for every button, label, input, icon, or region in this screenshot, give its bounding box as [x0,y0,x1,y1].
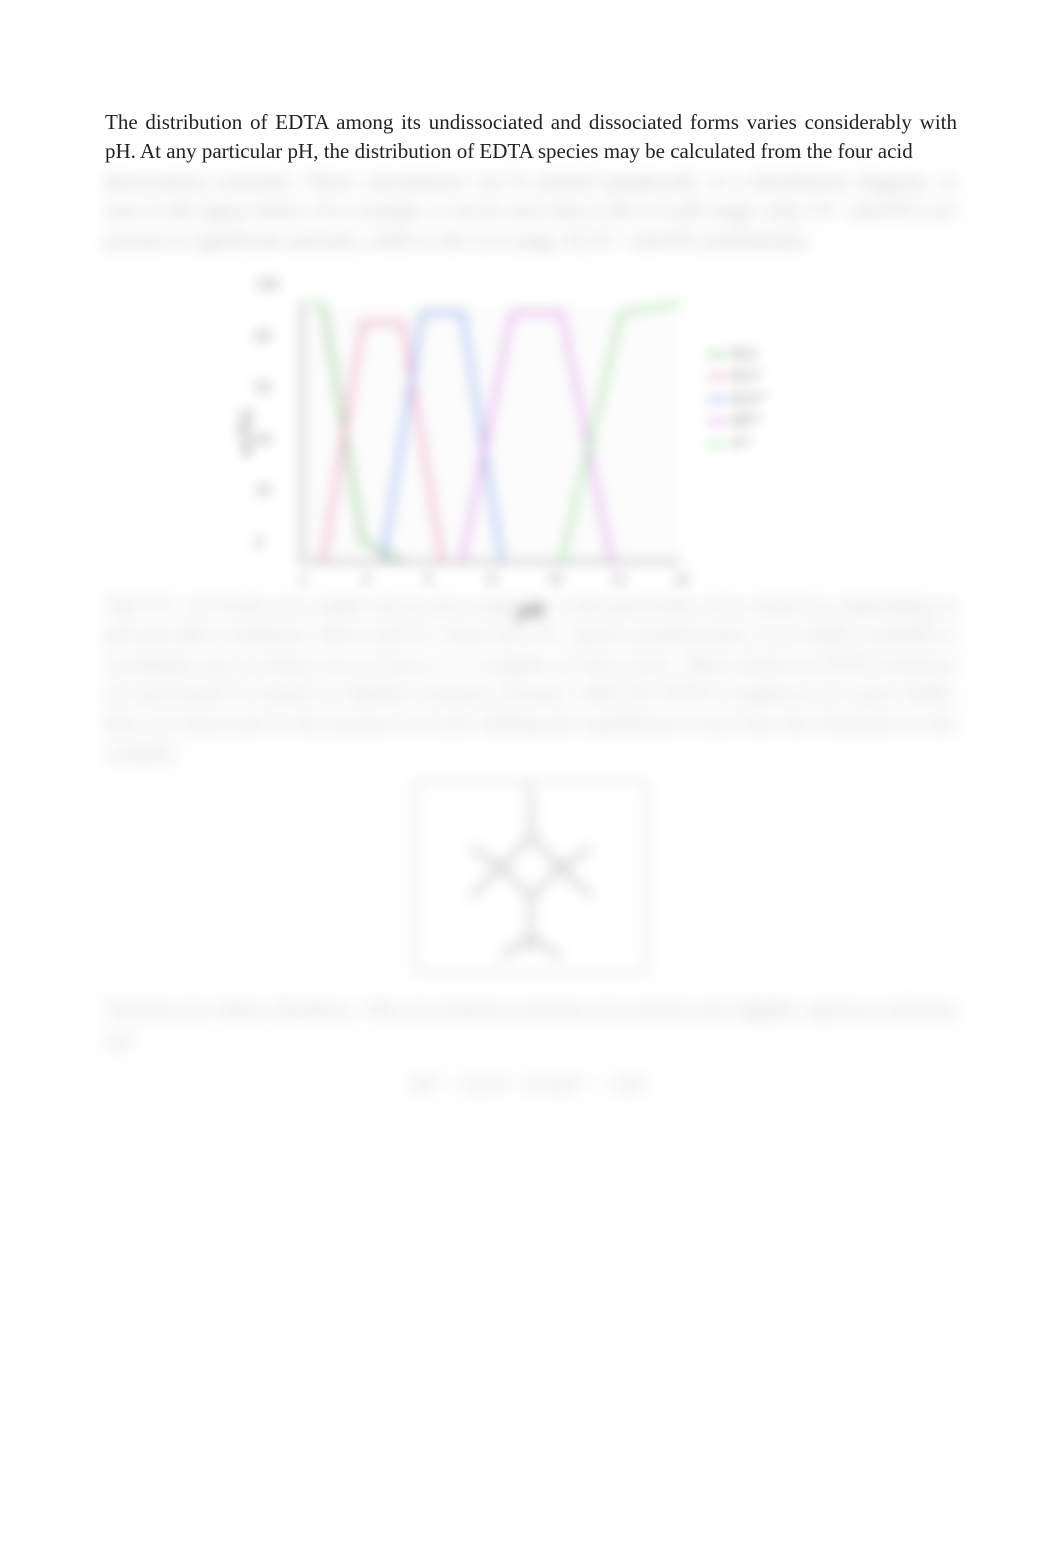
svg-text:N: N [525,782,534,796]
ytick: 100 [255,276,279,294]
chart-plot-area: 0 20 40 60 80 100 2 4 6 8 10 12 14 [301,303,681,563]
series-y4 [562,303,681,561]
legend-item: H₂Y²⁻ [708,388,771,411]
ytick: 60 [255,379,271,397]
legend-swatch [708,443,726,446]
chart-ylabel: α (%) [235,411,256,456]
ytick: 20 [255,482,271,500]
series-hy3 [462,313,611,561]
legend-label: H₃Y⁻ [732,365,767,388]
xtick: 10 [547,571,563,589]
chart-legend: H₄Y H₃Y⁻ H₂Y²⁻ HY³⁻ Y⁴⁻ [708,343,771,456]
xtick: 2 [299,571,307,589]
legend-label: HY³⁻ [732,410,766,433]
legend-item: HY³⁻ [708,410,771,433]
legend-label: Y⁴⁻ [732,433,756,456]
legend-swatch [708,420,726,423]
ytick: 80 [255,328,271,346]
series-h2y2 [383,313,502,561]
legend-item: H₃Y⁻ [708,365,771,388]
svg-text:N: N [525,940,534,954]
series-h4y [303,303,402,561]
legend-label: H₄Y [732,343,759,366]
paragraph-2-blurred: The Y4− ion forms very stable one-to-one… [105,591,957,767]
xtick: 8 [488,571,496,589]
legend-swatch [708,398,726,401]
series-h3y [323,323,442,561]
paragraph-3-blurred: Titration for Water Hardness. The net ti… [105,995,957,1054]
legend-item: H₄Y [708,343,771,366]
ytick: 40 [255,431,271,449]
distribution-chart: α (%) 0 20 40 60 80 100 2 4 6 8 10 12 14 [301,303,761,563]
xtick: 4 [362,571,370,589]
legend-item: Y⁴⁻ [708,433,771,456]
xtick: 14 [673,571,689,589]
molecule-structure: N N [411,777,651,977]
legend-swatch [708,375,726,378]
legend-swatch [708,353,726,356]
ytick: 0 [255,534,263,552]
paragraph-1-clear: The distribution of EDTA among its undis… [105,108,957,167]
equation: M²⁺ + H₂Y²⁻ ⇌ MY²⁻ + 2H⁺ [105,1072,957,1097]
paragraph-1-blurred: dissociation constants. These calculatio… [105,167,957,255]
xtick: 6 [425,571,433,589]
legend-label: H₂Y²⁻ [732,388,771,411]
chart-curves [303,303,681,561]
xtick: 12 [610,571,626,589]
